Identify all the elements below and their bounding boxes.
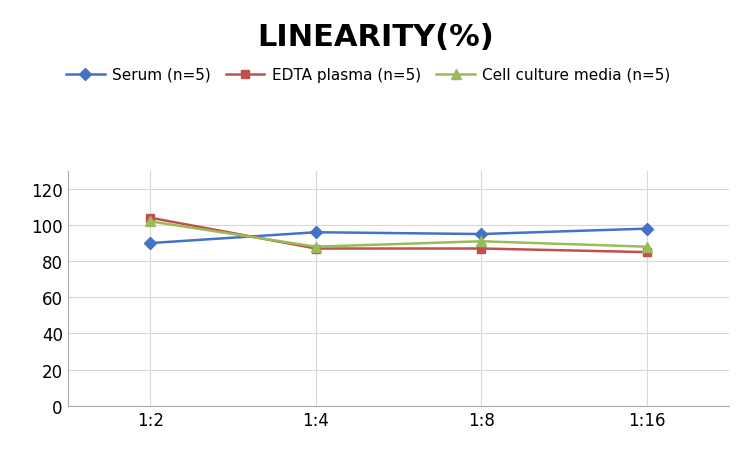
Serum (n=5)	[477, 232, 486, 237]
Text: LINEARITY(%): LINEARITY(%)	[258, 23, 494, 51]
EDTA plasma (n=5)	[642, 250, 651, 255]
EDTA plasma (n=5)	[146, 216, 155, 221]
Serum (n=5)	[146, 241, 155, 246]
Cell culture media (n=5)	[477, 239, 486, 244]
Legend: Serum (n=5), EDTA plasma (n=5), Cell culture media (n=5): Serum (n=5), EDTA plasma (n=5), Cell cul…	[60, 62, 677, 89]
Line: Serum (n=5): Serum (n=5)	[146, 225, 651, 248]
Line: EDTA plasma (n=5): EDTA plasma (n=5)	[146, 214, 651, 257]
Cell culture media (n=5)	[642, 244, 651, 250]
EDTA plasma (n=5)	[311, 246, 320, 252]
Line: Cell culture media (n=5): Cell culture media (n=5)	[146, 217, 651, 252]
EDTA plasma (n=5)	[477, 246, 486, 252]
Serum (n=5)	[311, 230, 320, 235]
Cell culture media (n=5)	[311, 244, 320, 250]
Cell culture media (n=5)	[146, 219, 155, 225]
Serum (n=5)	[642, 226, 651, 232]
